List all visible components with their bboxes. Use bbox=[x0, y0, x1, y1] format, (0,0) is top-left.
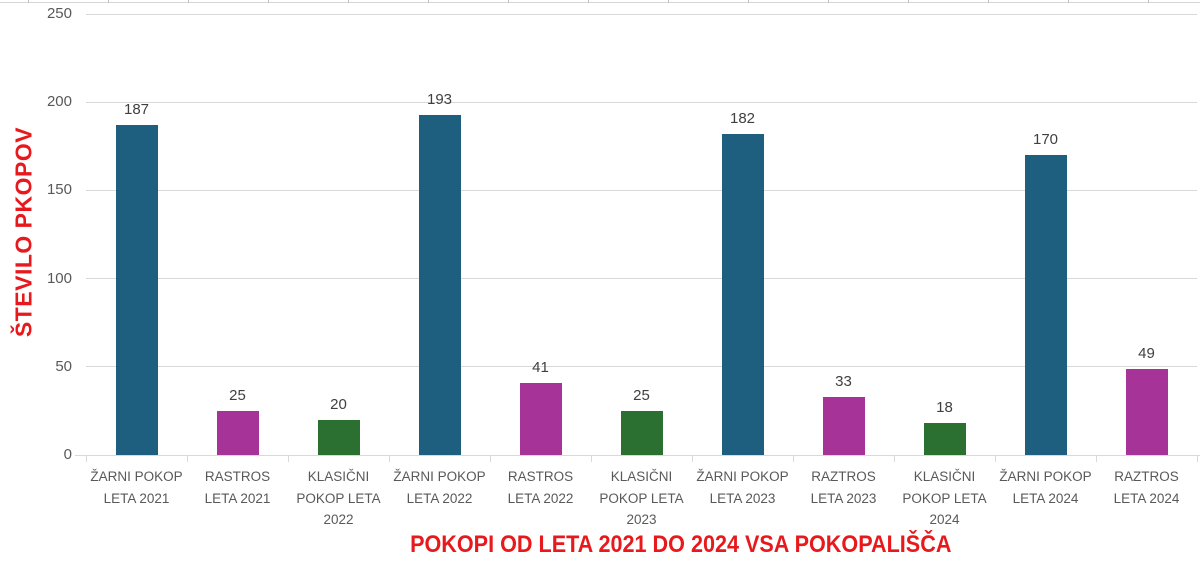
y-tick-label: 50 bbox=[55, 357, 72, 375]
top-border-tick bbox=[268, 0, 269, 3]
y-tick-label: 150 bbox=[46, 181, 72, 199]
x-category-label: RAZTROS LETA 2023 bbox=[810, 469, 877, 506]
x-category-label: ŽARNI POKOP LETA 2022 bbox=[393, 469, 486, 506]
top-border-tick bbox=[1148, 0, 1149, 3]
top-border-tick bbox=[988, 0, 989, 3]
bar bbox=[620, 410, 663, 455]
bar bbox=[822, 396, 865, 455]
bar-value-label: 41 bbox=[532, 358, 549, 376]
bar-value-label: 20 bbox=[330, 395, 347, 413]
bar-value-label: 187 bbox=[123, 101, 150, 119]
x-category-label: KLASIČNI POKOP LETA 2023 bbox=[599, 469, 684, 528]
bar-value-label: 182 bbox=[729, 109, 756, 127]
bar-value-label: 33 bbox=[835, 372, 852, 390]
bar bbox=[317, 419, 360, 455]
bar bbox=[923, 423, 966, 455]
y-tick-label: 100 bbox=[46, 269, 72, 287]
x-axis-tick bbox=[490, 455, 491, 462]
top-border-tick bbox=[348, 0, 349, 3]
plot-top-border bbox=[0, 2, 1200, 3]
gridline bbox=[86, 101, 1197, 103]
bar-value-label: 193 bbox=[426, 90, 453, 108]
gridline bbox=[86, 189, 1197, 191]
chart-title-text: POKOPI OD LETA 2021 DO 2024 VSA POKOPALI… bbox=[409, 531, 952, 558]
x-axis-tick bbox=[1197, 455, 1198, 462]
bar bbox=[721, 133, 764, 455]
x-category-label: RASTROS LETA 2022 bbox=[507, 469, 574, 506]
plot-area: 187 25 20 193 41 25 182 33 18 170 49 bbox=[86, 13, 1197, 455]
top-border-tick bbox=[668, 0, 669, 3]
x-axis-tick bbox=[1096, 455, 1097, 462]
gridline bbox=[86, 278, 1197, 280]
bar bbox=[1125, 368, 1168, 455]
top-border-tick bbox=[428, 0, 429, 3]
y-tick-label: 250 bbox=[46, 5, 72, 22]
top-border-tick bbox=[1068, 0, 1069, 3]
bar-value-label: 25 bbox=[229, 386, 246, 404]
bar-value-label: 170 bbox=[1032, 131, 1059, 149]
y-tick-label: 0 bbox=[63, 446, 72, 463]
top-border-tick bbox=[108, 0, 109, 3]
x-category-label: ŽARNI POKOP LETA 2021 bbox=[90, 469, 183, 506]
bar-value-label: 18 bbox=[936, 399, 953, 417]
x-axis-tick bbox=[995, 455, 996, 462]
bar bbox=[115, 125, 158, 455]
bar-value-label: 49 bbox=[1138, 344, 1155, 362]
bar bbox=[216, 410, 259, 455]
chart-title: POKOPI OD LETA 2021 DO 2024 VSA POKOPALI… bbox=[86, 531, 1197, 559]
top-border-tick bbox=[588, 0, 589, 3]
top-border-tick bbox=[908, 0, 909, 3]
x-axis-line bbox=[75, 455, 1200, 456]
top-border-tick bbox=[748, 0, 749, 3]
x-axis-tick bbox=[187, 455, 188, 462]
y-axis-tick-labels: 0 50 100 150 200 250 bbox=[0, 5, 72, 463]
top-border-tick bbox=[508, 0, 509, 3]
x-category-label: ŽARNI POKOP LETA 2024 bbox=[999, 469, 1092, 506]
x-axis-tick bbox=[793, 455, 794, 462]
x-axis-tick bbox=[591, 455, 592, 462]
x-axis-tick bbox=[692, 455, 693, 462]
x-category-label: RAZTROS LETA 2024 bbox=[1113, 469, 1180, 506]
top-border-tick bbox=[188, 0, 189, 3]
x-axis-tick bbox=[288, 455, 289, 462]
x-category-label: RASTROS LETA 2021 bbox=[204, 469, 271, 506]
gridline bbox=[86, 366, 1197, 368]
bar bbox=[519, 382, 562, 455]
x-category-label: ŽARNI POKOP LETA 2023 bbox=[696, 469, 789, 506]
y-tick-label: 200 bbox=[46, 93, 72, 111]
top-border-tick bbox=[828, 0, 829, 3]
x-axis-tick bbox=[86, 455, 87, 462]
x-axis-tick bbox=[389, 455, 390, 462]
gridline bbox=[86, 13, 1197, 15]
x-axis-category-labels: ŽARNI POKOP LETA 2021 RASTROS LETA 2021 KL… bbox=[86, 466, 1197, 534]
bar bbox=[418, 114, 461, 455]
x-axis-tick bbox=[894, 455, 895, 462]
bar bbox=[1024, 155, 1067, 455]
x-category-label: KLASIČNI POKOP LETA 2022 bbox=[296, 469, 381, 528]
x-category-label: KLASIČNI POKOP LETA 2024 bbox=[902, 469, 987, 528]
bar-value-label: 25 bbox=[633, 386, 650, 404]
top-border-tick bbox=[28, 0, 29, 3]
